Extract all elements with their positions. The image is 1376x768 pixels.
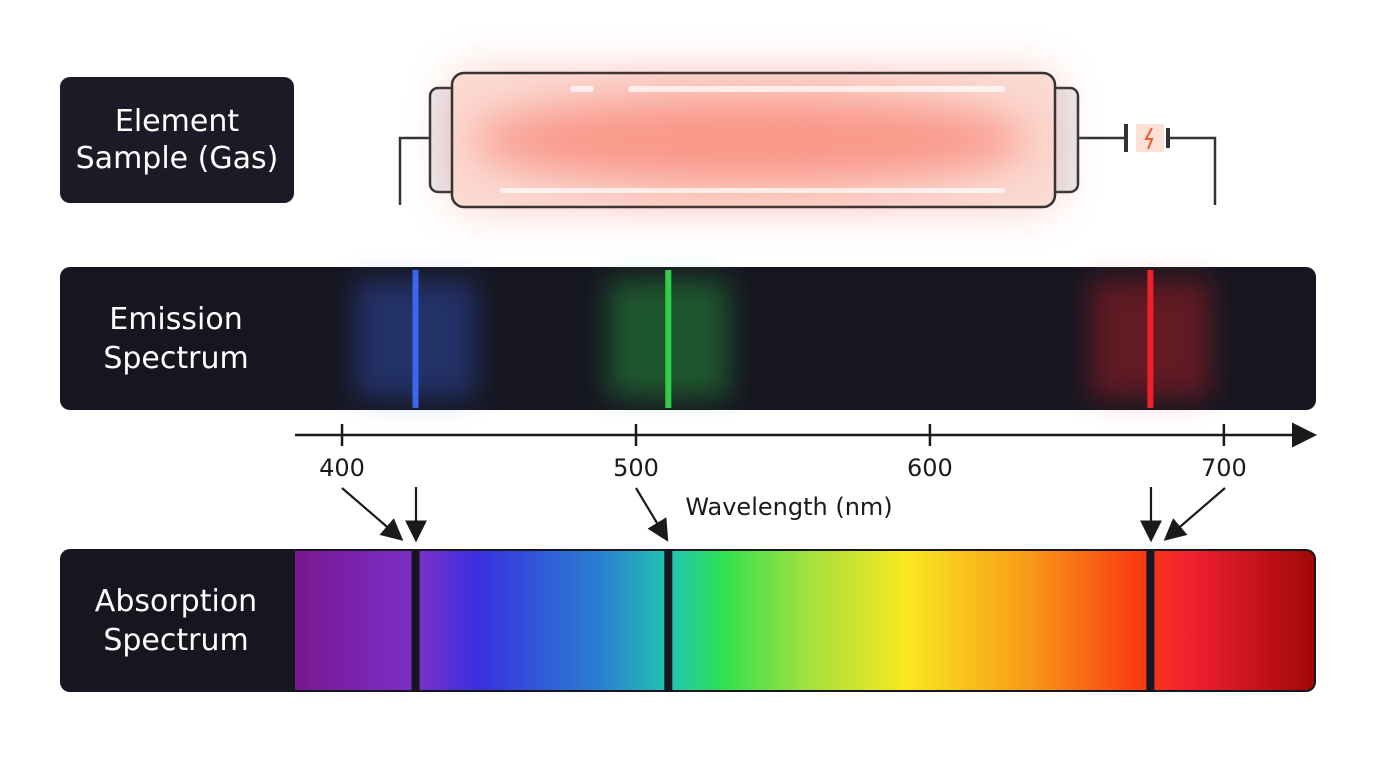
absorption-line: [1146, 551, 1155, 690]
label: Sample (Gas): [76, 141, 279, 176]
label: Element: [115, 104, 239, 139]
emission-panel: [60, 267, 1316, 410]
label: Absorption: [95, 584, 257, 619]
tick-label: 700: [1201, 454, 1247, 482]
absorption-line: [411, 551, 420, 690]
tick-label: 500: [613, 454, 659, 482]
tick-label: 400: [319, 454, 365, 482]
label: Spectrum: [103, 341, 248, 376]
absorption-panel: [60, 549, 1316, 692]
label-box: [60, 77, 294, 203]
gas-tube: [398, 71, 1217, 209]
axis: 400 500 600 700: [319, 424, 1247, 482]
label: Emission: [109, 302, 242, 337]
label: Spectrum: [103, 623, 248, 658]
emission-line: [412, 270, 419, 408]
emission-line: [1147, 270, 1154, 408]
emission-line: [665, 270, 672, 408]
tick-label: 600: [907, 454, 953, 482]
pointer-arrows: [341, 487, 1226, 543]
axis-title: Wavelength (nm): [685, 493, 892, 521]
absorption-line: [664, 551, 673, 690]
